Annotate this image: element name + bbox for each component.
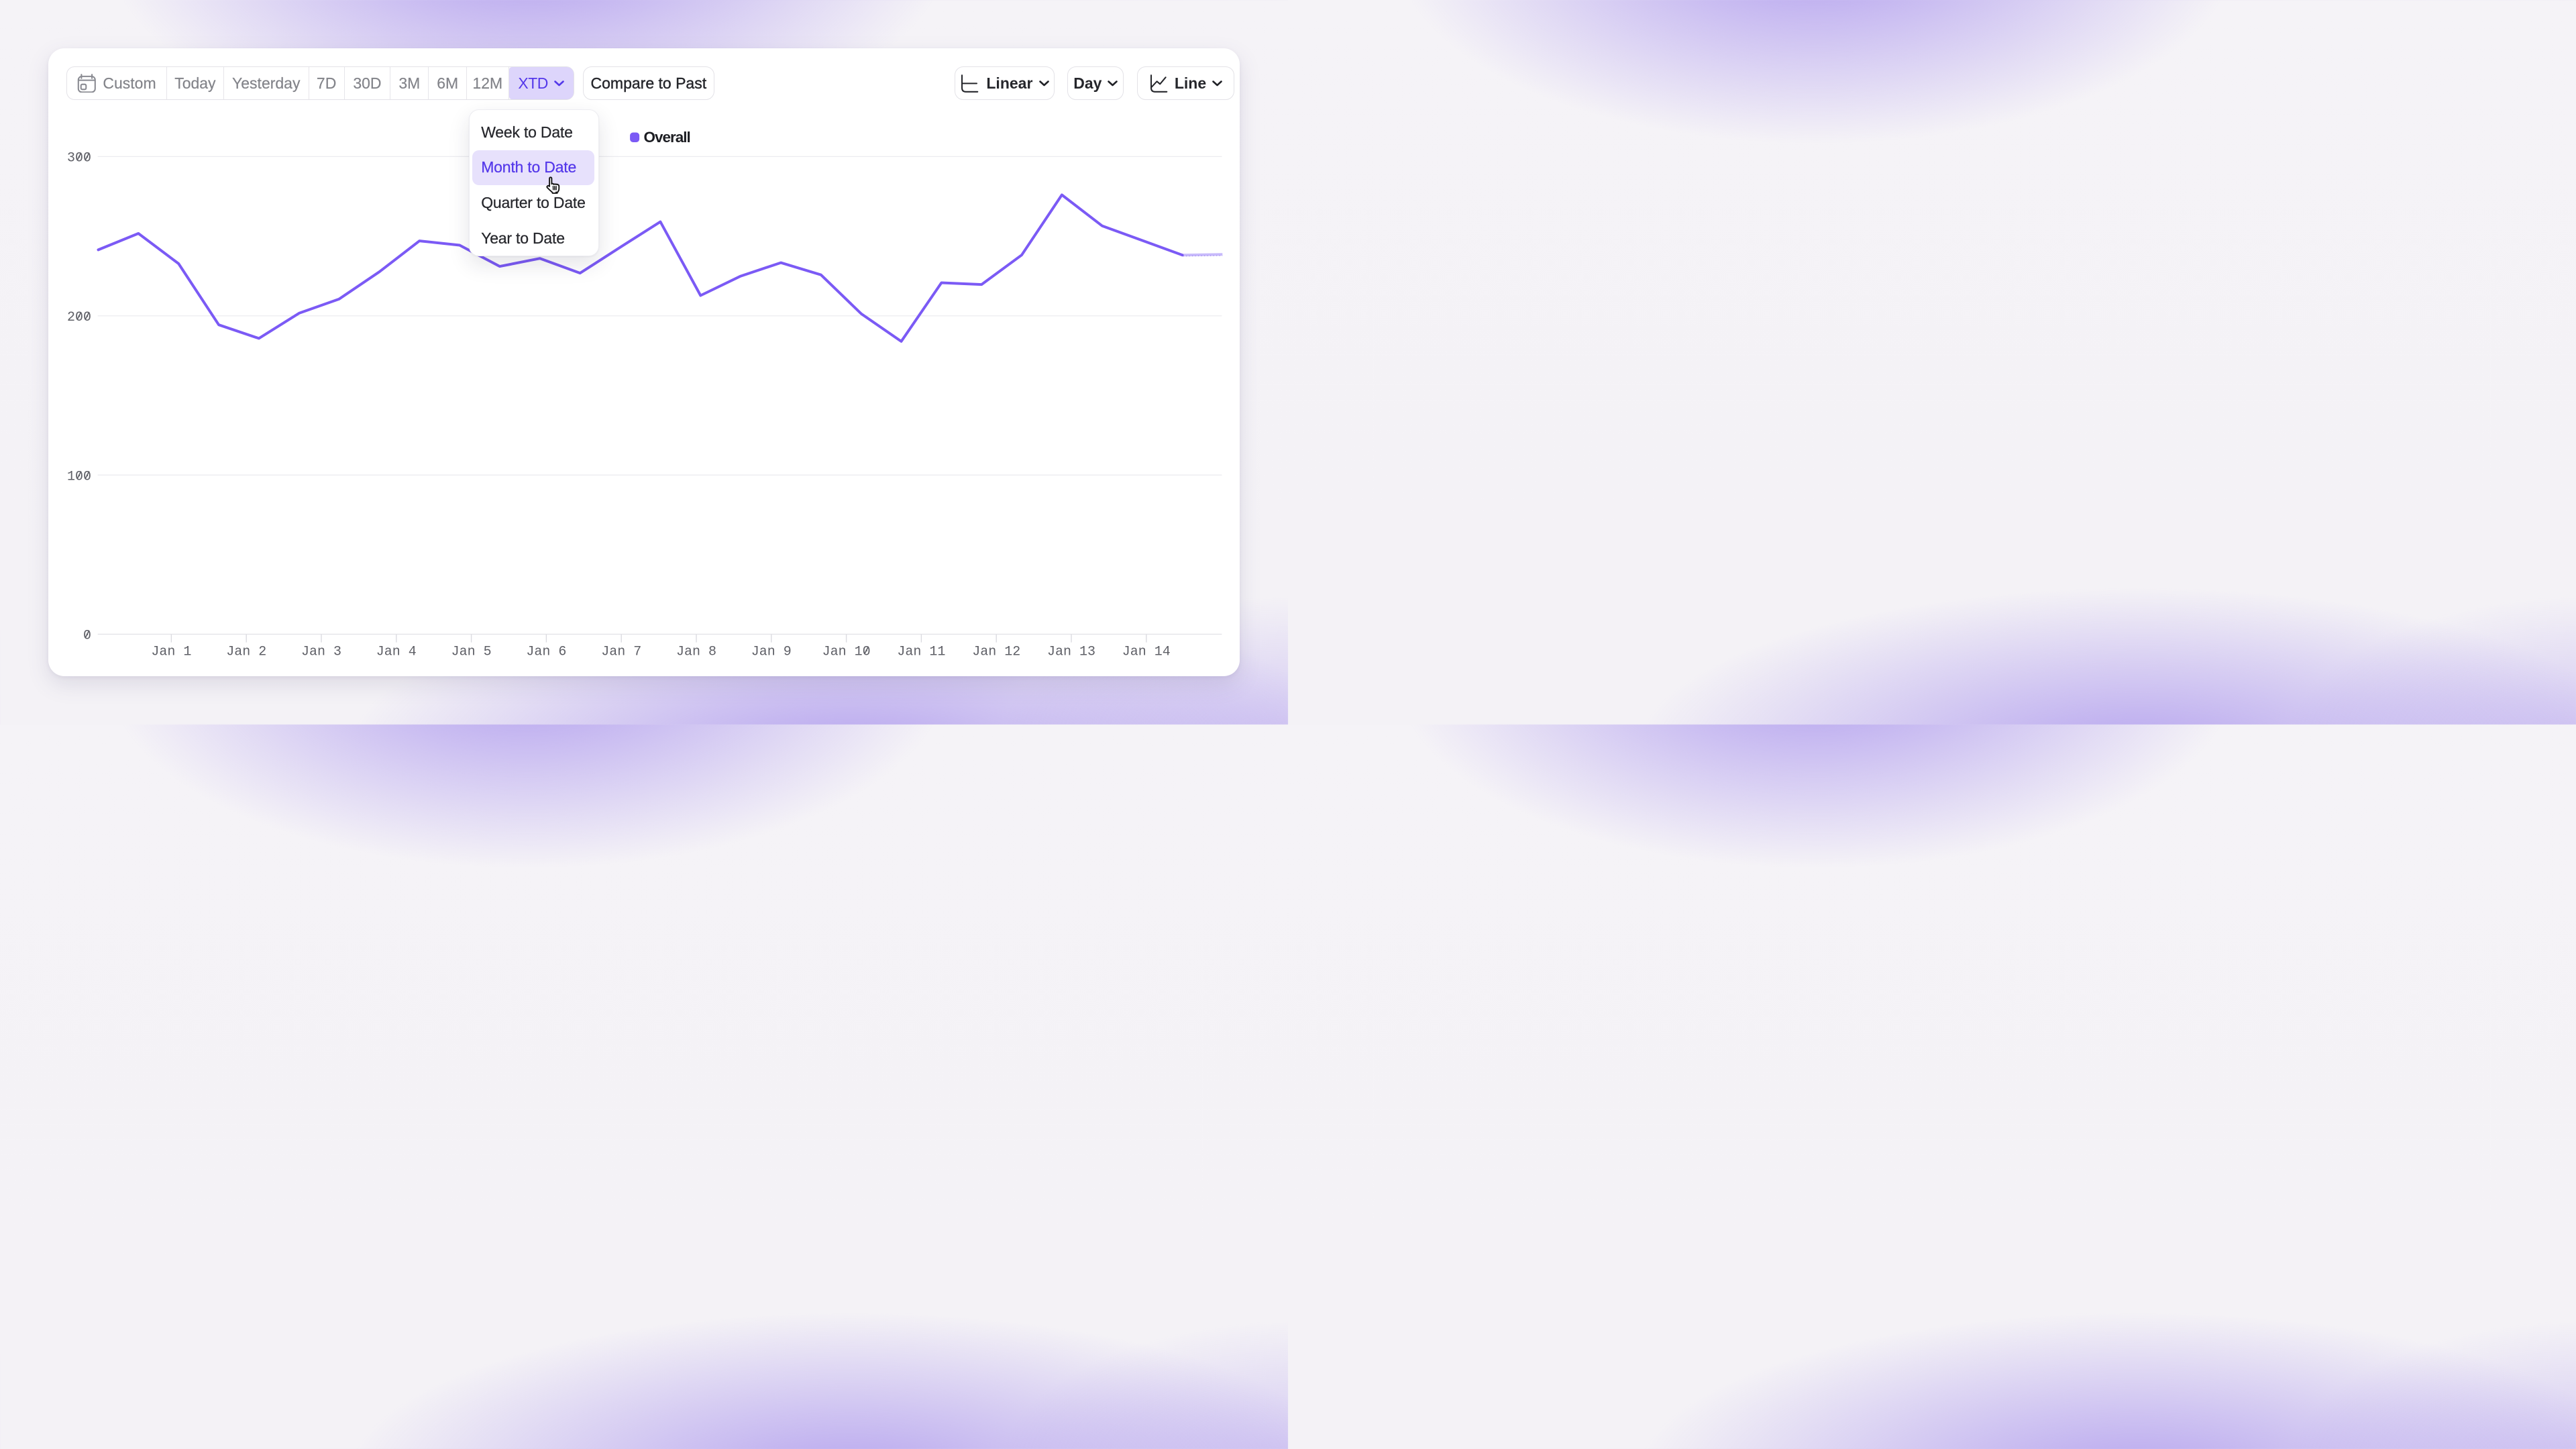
svg-text:Jan 11: Jan 11 [897, 645, 945, 660]
svg-text:Jan 13: Jan 13 [1047, 645, 1095, 660]
svg-text:Jan 1: Jan 1 [151, 645, 191, 660]
svg-text:Jan 14: Jan 14 [1122, 645, 1171, 660]
svg-text:200: 200 [67, 310, 91, 325]
svg-text:0: 0 [83, 629, 91, 644]
svg-text:300: 300 [67, 151, 91, 166]
svg-text:Jan 3: Jan 3 [301, 645, 341, 660]
svg-text:Jan 10: Jan 10 [822, 645, 871, 660]
svg-text:Jan 8: Jan 8 [676, 645, 716, 660]
svg-text:Jan 4: Jan 4 [376, 645, 417, 660]
svg-text:Jan 2: Jan 2 [226, 645, 266, 660]
svg-text:Jan 12: Jan 12 [972, 645, 1020, 660]
svg-text:100: 100 [67, 469, 91, 484]
svg-text:Jan 5: Jan 5 [451, 645, 492, 660]
svg-text:Jan 7: Jan 7 [601, 645, 641, 660]
svg-text:Overall: Overall [644, 129, 690, 146]
svg-text:Jan 6: Jan 6 [526, 645, 566, 660]
svg-text:Jan 9: Jan 9 [751, 645, 792, 660]
